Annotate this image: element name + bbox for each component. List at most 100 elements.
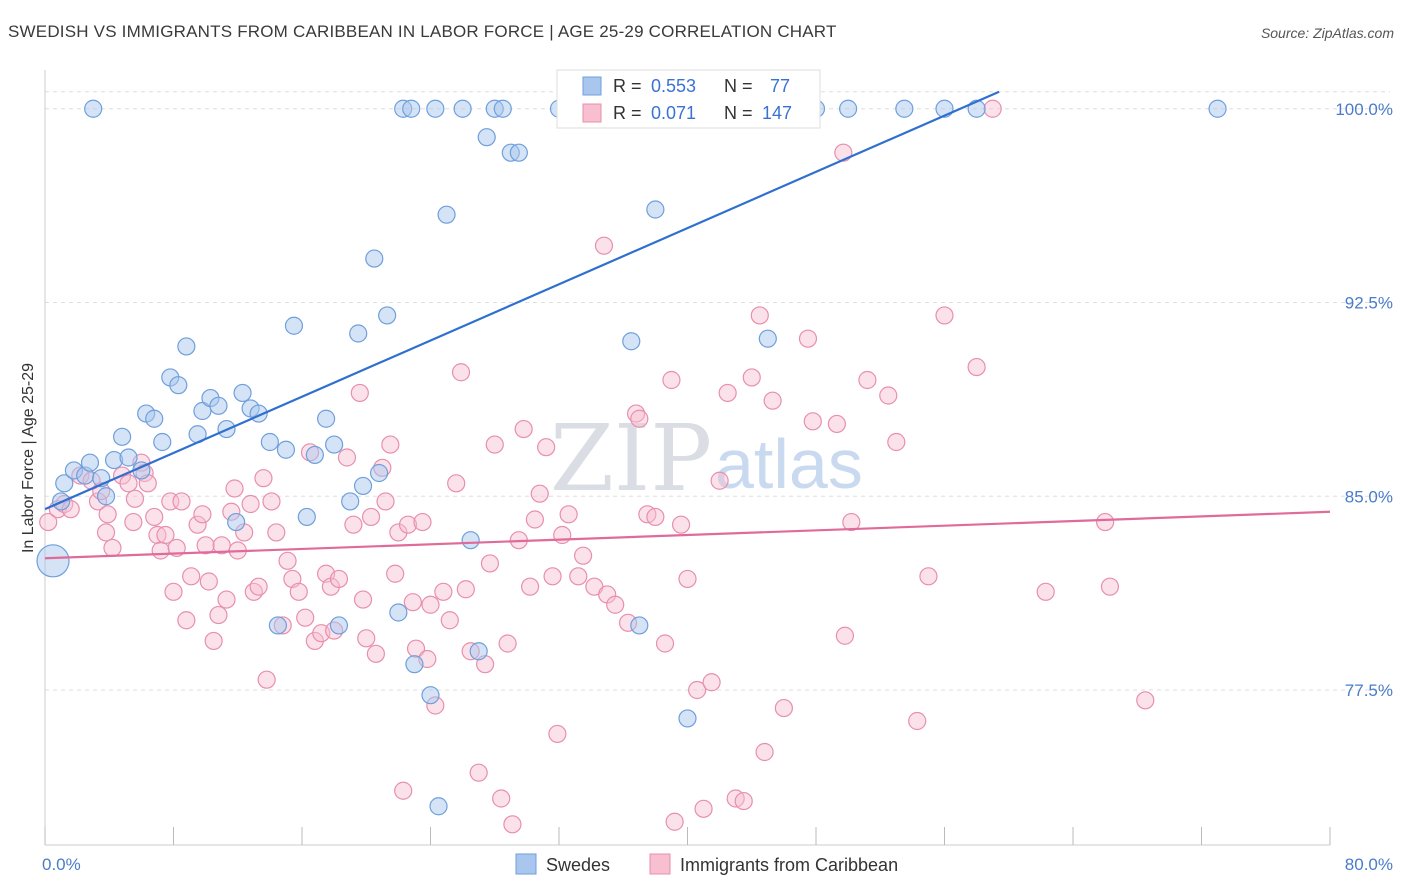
legend-bottom-swatch-swedes: [515, 853, 537, 875]
watermark-atlas: atlas: [715, 425, 863, 503]
swedes-point: [112, 427, 132, 446]
legend-r-value-swedes: 0.553: [651, 76, 696, 96]
caribbean-point: [559, 505, 578, 524]
caribbean-point: [350, 383, 369, 403]
caribbean-point: [361, 507, 381, 527]
watermark-zip: ZIP: [550, 405, 712, 512]
x-ticks: [44, 827, 1331, 845]
caribbean-point: [569, 567, 588, 586]
caribbean-point: [262, 492, 281, 511]
caribbean-point: [919, 567, 938, 586]
caribbean-point: [199, 572, 218, 591]
caribbean-point: [145, 507, 164, 527]
caribbean-point: [879, 386, 898, 405]
caribbean-point: [543, 567, 562, 586]
caribbean-point: [156, 525, 175, 545]
swedes-point: [227, 512, 246, 532]
caribbean-point: [594, 236, 614, 255]
caribbean-point: [734, 791, 753, 811]
caribbean-point: [196, 536, 215, 555]
legend-n-label-caribbean: N =: [724, 103, 753, 123]
swedes-point: [429, 797, 448, 816]
swedes-point: [630, 616, 649, 635]
caribbean-point: [694, 799, 713, 818]
swedes-point: [353, 476, 373, 496]
caribbean-point: [646, 507, 665, 527]
caribbean-point: [803, 412, 822, 431]
legend-r-label-caribbean: R =: [613, 103, 642, 123]
y-tick-label: 77.5%: [1345, 681, 1393, 700]
chart-title: SWEDISH VS IMMIGRANTS FROM CARIBBEAN IN …: [8, 22, 837, 41]
swedes-point: [84, 99, 103, 118]
swedes-point: [145, 409, 164, 428]
legend-r-label-swedes: R =: [613, 76, 642, 96]
swedes-point: [469, 642, 488, 661]
swedes-point: [119, 448, 138, 467]
swedes-point: [437, 205, 456, 224]
caribbean-point: [1096, 512, 1115, 532]
caribbean-point: [887, 432, 906, 452]
swedes-point: [461, 531, 480, 550]
caribbean-point: [119, 474, 138, 493]
caribbean-point: [678, 569, 697, 589]
caribbean-point: [967, 357, 986, 377]
caribbean-point: [296, 608, 315, 627]
caribbean-point: [188, 515, 207, 534]
caribbean-point: [755, 742, 774, 762]
caribbean-point: [503, 815, 522, 834]
caribbean-point: [376, 492, 395, 511]
caribbean-point: [548, 724, 567, 744]
caribbean-point: [403, 593, 422, 612]
caribbean-point: [357, 629, 376, 648]
trend-lines: [44, 90, 1331, 560]
swedes-point: [276, 440, 296, 459]
series-caribbean-points: [39, 99, 1155, 834]
caribbean-point: [1036, 582, 1055, 601]
x-tick-label-min: 0.0%: [42, 855, 81, 874]
y-axis-label: In Labor Force | Age 25-29: [20, 363, 37, 553]
caribbean-point: [537, 438, 556, 457]
swedes-point: [341, 492, 360, 511]
x-tick-label-max: 80.0%: [1345, 855, 1393, 874]
caribbean-point: [353, 590, 373, 609]
caribbean-point: [386, 564, 405, 583]
swedes-point: [193, 401, 212, 421]
caribbean-point: [665, 812, 684, 831]
caribbean-point: [249, 577, 268, 596]
caribbean-point: [485, 435, 504, 454]
caribbean-point: [908, 711, 927, 731]
swedes-point: [405, 655, 424, 674]
legend-swatch-swedes: [582, 76, 602, 96]
caribbean-point: [164, 582, 183, 601]
swedes-trend-line: [44, 90, 1000, 511]
caribbean-point: [257, 670, 276, 689]
legend-stats: R = 0.553 N = 77 R = 0.071 N = 147: [556, 69, 821, 129]
swedes-point: [153, 432, 172, 452]
y-tick-label: 85.0%: [1345, 487, 1393, 506]
caribbean-point: [217, 590, 236, 609]
y-tick-labels: 77.5% 85.0% 92.5% 100.0%: [1335, 100, 1393, 700]
caribbean-point: [520, 577, 540, 596]
caribbean-point: [492, 789, 511, 808]
swedes-point: [169, 376, 188, 395]
swedes-point: [316, 409, 336, 428]
caribbean-point: [124, 512, 143, 532]
caribbean-trend-line: [44, 510, 1331, 560]
caribbean-point: [398, 515, 418, 534]
caribbean-point: [671, 515, 691, 534]
caribbean-point: [98, 505, 117, 524]
swedes-point: [646, 200, 665, 219]
swedes-point: [758, 329, 777, 348]
caribbean-point: [573, 546, 593, 565]
swedes-point: [967, 99, 986, 118]
caribbean-point: [151, 541, 170, 560]
caribbean-point: [935, 306, 954, 325]
swedes-point: [297, 507, 316, 527]
caribbean-point: [366, 644, 385, 663]
swedes-point: [80, 453, 100, 472]
caribbean-point: [530, 484, 549, 503]
caribbean-point: [381, 435, 400, 454]
swedes-point: [370, 463, 389, 483]
series-swedes-points: [36, 99, 1227, 816]
caribbean-point: [742, 368, 761, 387]
